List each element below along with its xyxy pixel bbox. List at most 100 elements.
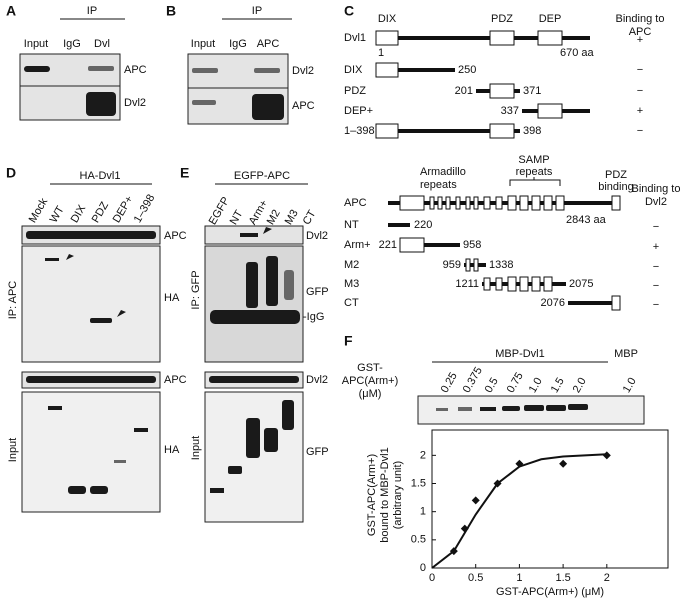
blot-label: GFP <box>306 446 329 458</box>
point <box>602 451 611 460</box>
lane-label: 1.0 <box>621 376 639 395</box>
domain <box>489 30 515 46</box>
band <box>546 405 566 411</box>
band <box>26 376 156 383</box>
lane-label: 0.75 <box>505 370 526 395</box>
construct-name: NT <box>344 219 359 231</box>
point <box>460 524 469 533</box>
panel-label: A <box>6 3 16 19</box>
blot-label: Dvl2 <box>306 374 328 386</box>
x-tick-label: 1 <box>516 572 522 584</box>
band <box>48 406 62 410</box>
band <box>45 258 59 261</box>
y-axis-label: GST-APC(Arm+) <box>366 454 378 536</box>
construct-name: Dvl1 <box>344 32 366 44</box>
panel-e: E EGFP-APC EGFP NT Arm+ M2 M3 CT IP: GFP… <box>180 165 329 523</box>
lane-label: CT <box>301 208 319 227</box>
domain <box>473 258 479 272</box>
domain <box>611 295 621 311</box>
lane-label: 0.375 <box>461 365 485 395</box>
residue: 2076 <box>541 297 565 309</box>
band <box>90 486 108 494</box>
construct-name: DEP+ <box>344 105 373 117</box>
blot-label: Dvl2 <box>292 65 314 77</box>
construct-name: CT <box>344 297 359 309</box>
construct-name: Arm+ <box>344 239 371 251</box>
point <box>515 459 524 468</box>
binding: − <box>653 261 659 273</box>
band <box>246 262 258 308</box>
residue: 337 <box>501 105 519 117</box>
residue: 1211 <box>455 278 479 290</box>
binding: − <box>653 280 659 292</box>
panel-label: D <box>6 165 16 181</box>
band <box>24 66 50 72</box>
construct-name: M3 <box>344 278 359 290</box>
band <box>114 460 126 463</box>
blot-label: APC <box>124 64 147 76</box>
lane-label: APC <box>257 38 280 50</box>
residue: 670 aa <box>560 47 595 59</box>
band <box>68 486 86 494</box>
residue: 2843 aa <box>566 214 607 226</box>
fit-curve <box>431 453 607 569</box>
x-tick-label: 2 <box>604 572 610 584</box>
lane-label: WT <box>48 204 67 225</box>
band <box>90 318 112 323</box>
band <box>228 466 242 474</box>
blot-label: APC <box>292 100 315 112</box>
domain <box>375 123 399 139</box>
section-label: Input <box>190 436 202 460</box>
band <box>284 270 294 300</box>
header: MBP-Dvl1 <box>495 348 545 360</box>
domain <box>489 123 515 139</box>
blot-label: HA <box>164 444 180 456</box>
band <box>210 488 224 493</box>
x-tick-label: 0 <box>429 572 435 584</box>
binding: + <box>637 105 643 117</box>
construct-name: DIX <box>344 64 363 76</box>
lane-label: M3 <box>283 208 301 227</box>
y-tick-label: 0.5 <box>411 534 426 546</box>
arrowhead <box>66 254 74 260</box>
row-label: GST- <box>357 362 383 374</box>
residue: 959 <box>443 259 461 271</box>
blot-label: GFP <box>306 286 329 298</box>
lane-label: 2.0 <box>571 376 589 395</box>
band <box>246 418 260 458</box>
lane-label: 1.0 <box>527 376 545 395</box>
lane-label: 0.25 <box>439 370 460 395</box>
binding: − <box>637 64 643 76</box>
band <box>254 68 280 73</box>
binding-header: Binding to <box>632 183 681 195</box>
lane-label: IgG <box>63 38 81 50</box>
blot <box>21 245 161 363</box>
band <box>266 256 278 306</box>
band <box>192 68 218 73</box>
control-label: MBP <box>614 348 638 360</box>
construct-name: 1–398 <box>344 125 375 137</box>
residue: 220 <box>414 219 432 231</box>
arrowhead <box>263 227 272 234</box>
lane-label: IgG <box>229 38 247 50</box>
y-tick-label: 0 <box>420 562 426 574</box>
band <box>282 400 294 430</box>
domain-label: repeats <box>516 166 553 178</box>
panel-c: C DIX PDZ DEP Binding to APC Dvl1 1 670 … <box>344 3 680 311</box>
arrowhead <box>117 310 126 317</box>
panel-label: E <box>180 165 189 181</box>
ip-label: IP <box>252 5 262 17</box>
residue: 398 <box>523 125 541 137</box>
residue: 221 <box>379 239 397 251</box>
band <box>524 405 544 411</box>
panel-b: B IP Input IgG APC Dvl2 APC <box>166 3 315 125</box>
section-label: IP: GFP <box>190 270 202 309</box>
point <box>559 459 568 468</box>
lane-label: PDZ <box>90 200 112 225</box>
domain-label: repeats <box>420 179 457 191</box>
residue: 2075 <box>569 278 593 290</box>
binding-header: APC <box>629 26 652 38</box>
lane-label: Input <box>191 38 215 50</box>
binding-header: Binding to <box>616 13 665 25</box>
